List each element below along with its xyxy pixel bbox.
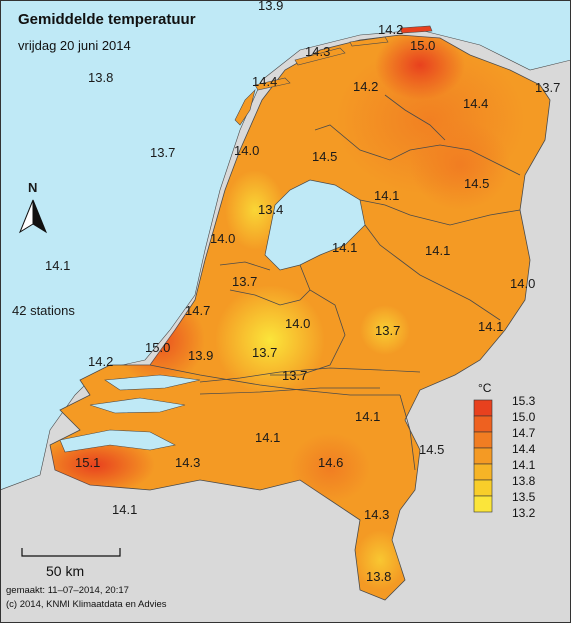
map-date: vrijdag 20 juni 2014 [18,38,131,53]
station-value: 14.1 [45,258,70,273]
ijsselmeer [264,179,366,271]
haringvliet [104,374,201,391]
sea [0,0,571,491]
station-value: 13.8 [366,569,391,584]
legend-swatch [473,479,493,497]
legend-swatch [473,431,493,449]
station-value: 14.0 [285,316,310,331]
legend-value: 15.0 [512,410,536,424]
station-count: 42 stations [12,303,75,318]
scale-bar-label: 50 km [46,563,84,579]
station-value: 14.0 [510,276,535,291]
island-terschelling [294,47,346,66]
station-value: 14.2 [88,354,113,369]
station-value: 14.2 [378,22,403,37]
legend-swatch [473,495,493,513]
station-labels: 13.9 14.2 15.0 14.3 13.8 14.4 13.7 14.2 … [45,0,560,584]
station-value: 14.4 [252,74,277,89]
station-value: 13.9 [188,348,213,363]
temperature-legend: °C 15.3 15.0 14.7 14.4 14.1 13.8 13.5 13… [473,381,536,520]
station-value: 14.1 [355,409,380,424]
station-value: 13.7 [282,368,307,383]
legend-value: 15.3 [512,394,536,408]
station-value: 14.0 [210,231,235,246]
made-date: gemaakt: 11–07–2014, 20:17 [6,585,129,596]
legend-unit: °C [478,381,492,395]
station-value: 14.4 [463,96,488,111]
station-value: 14.1 [374,188,399,203]
station-value: 13.7 [535,80,560,95]
station-value: 14.1 [255,430,280,445]
oosterschelde [89,397,186,414]
island-ameland [349,36,389,47]
station-value: 14.3 [175,455,200,470]
legend-value: 13.5 [512,490,536,504]
station-value: 14.5 [419,442,444,457]
station-value: 14.6 [318,455,343,470]
legend-value: 14.4 [512,442,536,456]
legend-swatch [473,399,493,417]
station-value: 13.9 [258,0,283,13]
scale-bar: 50 km [21,548,121,579]
svg-text:N: N [28,180,37,195]
station-value: 15.0 [145,340,170,355]
legend-swatch [473,447,493,465]
station-value: 13.7 [232,274,257,289]
station-value: 13.7 [375,323,400,338]
station-value: 13.7 [150,145,175,160]
island-schiermonnikoog [399,25,433,34]
legend-value: 13.2 [512,506,536,520]
station-value: 14.1 [332,240,357,255]
station-value: 15.0 [410,38,435,53]
station-value: 14.5 [312,149,337,164]
station-value: 15.1 [75,455,100,470]
legend-value: 14.1 [512,458,536,472]
legend-value: 13.8 [512,474,536,488]
north-arrow-icon: N [18,180,48,234]
station-value: 14.1 [112,502,137,517]
province-borders [149,94,521,471]
map-title: Gemiddelde temperatuur [18,11,196,28]
station-value: 14.1 [425,243,450,258]
station-value: 14.5 [464,176,489,191]
station-value: 13.8 [88,70,113,85]
station-value: 14.7 [185,303,210,318]
station-value: 14.3 [305,44,330,59]
legend-value: 14.7 [512,426,536,440]
station-value: 13.4 [258,202,283,217]
station-value: 14.2 [353,79,378,94]
island-vlieland [254,77,291,91]
westerschelde [59,429,176,453]
legend-swatch [473,415,493,433]
copyright: (c) 2014, KNMI Klimaatdata en Advies [6,599,167,610]
legend-swatch [473,463,493,481]
station-value: 14.1 [478,319,503,334]
rivers [199,367,421,395]
island-texel [234,89,256,126]
station-value: 14.0 [234,143,259,158]
station-value: 14.3 [364,507,389,522]
station-value: 13.7 [252,345,277,360]
